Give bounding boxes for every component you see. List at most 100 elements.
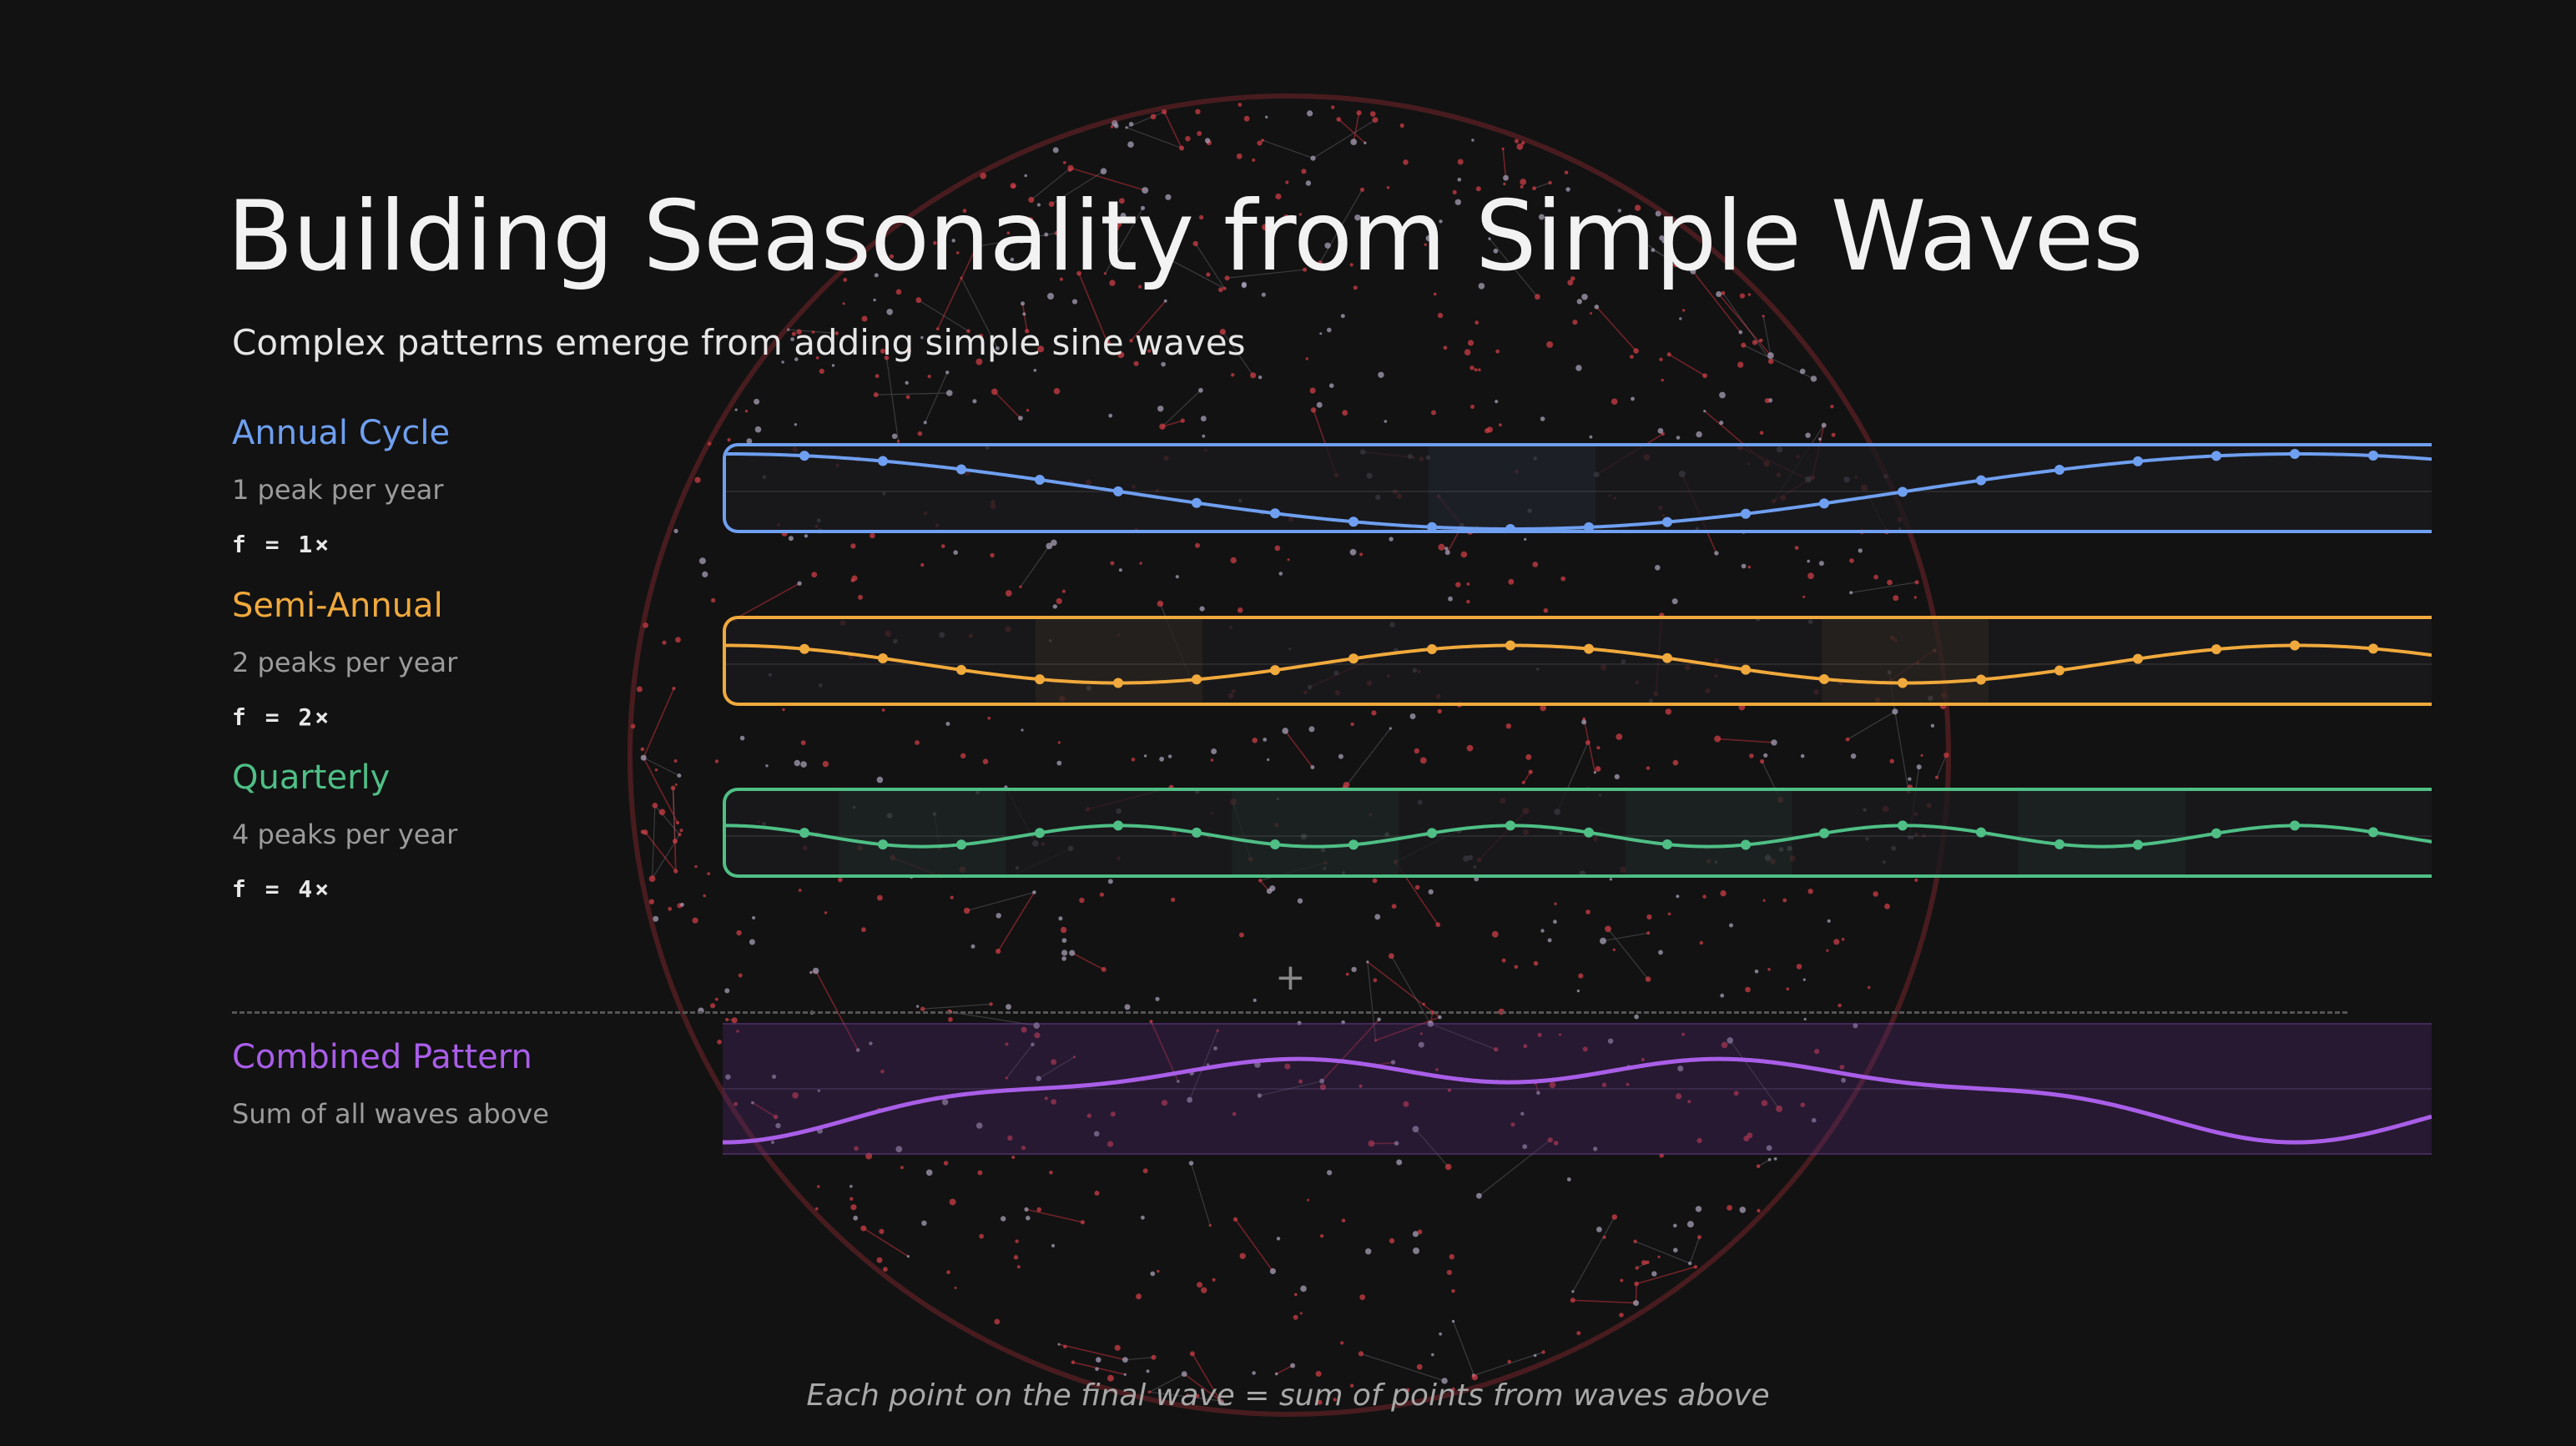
wave-sample-point	[1741, 664, 1751, 675]
wave-sample-point	[1348, 839, 1359, 850]
wave-description: 4 peaks per year	[232, 819, 458, 850]
wave-sample-point	[2133, 456, 2143, 466]
wave-sample-point	[799, 451, 809, 461]
wave-sample-point	[1819, 828, 1829, 839]
wave-sample-point	[1113, 486, 1123, 496]
wave-name: Quarterly	[232, 758, 391, 797]
wave-panel-quarterly	[723, 788, 2432, 878]
wave-sample-point	[1270, 839, 1280, 850]
wave-sample-point	[1584, 827, 1594, 838]
wave-label-quarterly: Quarterly 4 peaks per year f = 4×	[232, 758, 457, 903]
wave-sample-point	[1976, 827, 1986, 838]
wave-name: Annual Cycle	[232, 414, 451, 452]
wave-sample-point	[1662, 652, 1672, 663]
wave-sample-point	[1976, 674, 1986, 685]
wave-description: Sum of all waves above	[232, 1098, 549, 1130]
wave-line	[726, 643, 2432, 685]
page-title: Building Seasonality from Simple Waves	[227, 180, 2144, 293]
wave-name: Combined Pattern	[232, 1038, 532, 1076]
caption: Each point on the final wave = sum of po…	[806, 1378, 1770, 1413]
wave-sample-point	[2368, 643, 2378, 654]
page-subtitle: Complex patterns emerge from adding simp…	[232, 322, 1246, 363]
wave-sample-point	[1348, 653, 1359, 664]
wave-name: Semi-Annual	[232, 587, 443, 625]
wave-sample-point	[1192, 497, 1202, 508]
wave-sample-point	[1976, 475, 1986, 486]
wave-sample-point	[878, 456, 888, 466]
wave-plot-semi-annual	[726, 619, 2432, 703]
wave-sample-point	[1348, 516, 1359, 527]
combined-wave-line	[723, 1056, 2432, 1145]
wave-description: 1 peak per year	[232, 474, 444, 506]
wave-label-annual: Annual Cycle 1 peak per year f = 1×	[232, 414, 450, 558]
peak-highlight	[1429, 446, 1596, 530]
wave-sample-point	[1113, 820, 1123, 831]
wave-sample-point	[1505, 820, 1515, 831]
wave-sample-point	[878, 652, 888, 663]
wave-sample-point	[1505, 524, 1515, 530]
peak-highlight	[1232, 791, 1399, 874]
wave-sample-point	[878, 839, 888, 850]
combined-wave-plot	[723, 1056, 2432, 1145]
wave-frequency: f = 1×	[232, 531, 332, 558]
wave-sample-point	[1427, 521, 1437, 530]
wave-line	[726, 452, 2432, 530]
wave-sample-point	[1898, 678, 1908, 688]
wave-sample-point	[2054, 464, 2064, 475]
wave-sample-point	[956, 839, 966, 850]
wave-panel-annual	[723, 443, 2432, 533]
peak-highlight	[839, 791, 1006, 874]
wave-sample-point	[2211, 828, 2221, 839]
wave-line	[726, 824, 2432, 849]
wave-sample-point	[1741, 508, 1751, 519]
wave-sample-point	[2054, 839, 2064, 849]
wave-sample-point	[1819, 673, 1829, 684]
wave-sample-point	[1035, 828, 1045, 839]
wave-sample-point	[2368, 451, 2378, 461]
crosshair-icon: +	[1275, 956, 1306, 999]
wave-sample-point	[799, 828, 809, 839]
wave-sample-point	[1898, 486, 1908, 497]
wave-sample-point	[2211, 451, 2221, 461]
wave-sample-point	[1035, 474, 1045, 485]
wave-sample-point	[2133, 839, 2143, 850]
wave-sample-point	[1741, 839, 1751, 850]
wave-sample-point	[1584, 521, 1594, 530]
wave-sample-point	[1427, 643, 1437, 654]
wave-sample-point	[1035, 674, 1045, 685]
peak-highlight	[1036, 619, 1203, 703]
wave-sample-point	[799, 643, 809, 654]
wave-sample-point	[1270, 665, 1280, 676]
wave-sample-point	[1898, 820, 1908, 831]
wave-sample-point	[1113, 678, 1123, 688]
wave-sample-point	[1662, 516, 1672, 527]
wave-plot-quarterly	[726, 791, 2432, 874]
wave-plot-annual	[726, 446, 2432, 530]
section-divider	[232, 1011, 2347, 1014]
sphere-network	[628, 93, 1951, 1417]
wave-sample-point	[2133, 653, 2143, 664]
wave-panel-semi-annual	[723, 616, 2432, 706]
wave-sample-point	[1270, 508, 1280, 519]
wave-description: 2 peaks per year	[232, 647, 458, 678]
wave-sample-point	[1427, 828, 1437, 839]
wave-label-combined: Combined Pattern Sum of all waves above	[232, 1038, 549, 1130]
combined-wave-panel	[723, 1023, 2432, 1155]
wave-label-semi-annual: Semi-Annual 2 peaks per year f = 2×	[232, 587, 457, 731]
wave-sample-point	[1662, 839, 1672, 849]
wave-sample-point	[1505, 640, 1515, 651]
wave-sample-point	[956, 664, 966, 675]
wave-sample-point	[1192, 674, 1202, 685]
wave-sample-point	[2290, 820, 2300, 831]
peak-highlight	[2018, 791, 2185, 874]
wave-frequency: f = 2×	[232, 703, 332, 731]
wave-sample-point	[1192, 827, 1202, 838]
wave-frequency: f = 4×	[232, 875, 332, 903]
wave-sample-point	[956, 464, 966, 475]
peak-highlight	[1625, 791, 1792, 874]
wave-sample-point	[1819, 498, 1829, 509]
wave-sample-point	[2290, 449, 2300, 459]
wave-sample-point	[1584, 643, 1594, 654]
wave-sample-point	[2211, 644, 2221, 655]
wave-sample-point	[2368, 827, 2378, 838]
